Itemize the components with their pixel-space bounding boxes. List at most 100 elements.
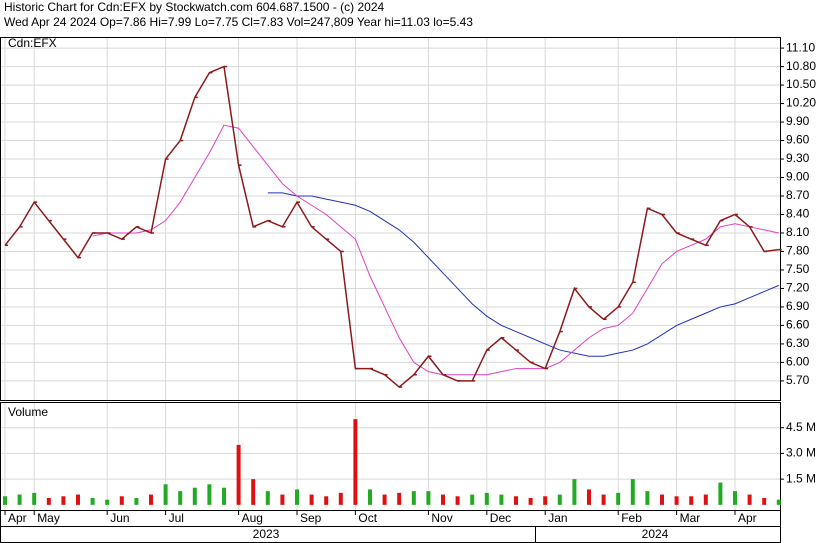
volume-bar bbox=[251, 479, 256, 505]
volume-bar bbox=[134, 498, 139, 505]
header-line: Wed Apr 24 2024 Op=7.86 Hi=7.99 Lo=7.75 … bbox=[4, 15, 473, 29]
y-tick-label: 8.10 bbox=[786, 225, 810, 239]
volume-bar bbox=[324, 496, 329, 505]
y-tick-label: 3.0 M bbox=[786, 446, 816, 460]
y-tick-label: 1.5 M bbox=[786, 471, 816, 485]
y-tick-label: 9.90 bbox=[786, 114, 810, 128]
volume-bar bbox=[674, 496, 679, 505]
volume-bar bbox=[105, 499, 110, 505]
volume-bar bbox=[426, 491, 431, 505]
x-tick-label: Oct bbox=[358, 511, 377, 525]
x-tick-label: Dec bbox=[490, 511, 511, 525]
volume-bar bbox=[455, 496, 460, 505]
volume-bar bbox=[733, 491, 737, 505]
y-tick-label: 10.80 bbox=[786, 59, 816, 73]
volume-bar bbox=[660, 494, 664, 505]
volume-bar bbox=[236, 444, 241, 505]
header-line: Historic Chart for Cdn:EFX by Stockwatch… bbox=[4, 0, 384, 14]
moving-average-short bbox=[92, 124, 779, 376]
y-tick-label: 6.00 bbox=[786, 355, 810, 369]
y-tick-label: 5.70 bbox=[786, 373, 810, 387]
volume-bar bbox=[90, 498, 95, 505]
volume-bar bbox=[514, 496, 518, 505]
volume-bar bbox=[280, 494, 285, 505]
y-tick-label: 8.40 bbox=[786, 207, 810, 221]
volume-bar bbox=[572, 479, 577, 505]
volume-bar bbox=[411, 491, 416, 505]
volume-bar bbox=[397, 492, 402, 505]
price-line bbox=[4, 65, 779, 389]
y-tick-label: 11.10 bbox=[786, 40, 815, 54]
x-tick-label: Jul bbox=[169, 511, 184, 525]
volume-bar bbox=[76, 494, 80, 505]
y-tick-label: 7.50 bbox=[786, 262, 810, 276]
volume-bar bbox=[718, 482, 723, 505]
x-tick-label: Sep bbox=[300, 511, 322, 525]
volume-bar bbox=[207, 484, 212, 505]
year-label: 2024 bbox=[642, 527, 669, 541]
volume-bar bbox=[163, 484, 168, 505]
volume-bar bbox=[543, 496, 548, 505]
volume-bar bbox=[762, 498, 767, 505]
y-tick-label: 10.20 bbox=[786, 96, 816, 110]
volume-bar bbox=[441, 494, 445, 505]
x-tick-label: Jan bbox=[548, 511, 567, 525]
y-tick-label: 7.20 bbox=[786, 281, 810, 295]
x-tick-label: May bbox=[37, 511, 60, 525]
volume-bar bbox=[222, 487, 226, 505]
y-tick-label: 6.60 bbox=[786, 318, 810, 332]
volume-bar bbox=[470, 494, 475, 505]
volume-bar bbox=[338, 492, 343, 505]
volume-bar bbox=[46, 498, 51, 505]
y-tick-label: 9.00 bbox=[786, 170, 810, 184]
volume-bar bbox=[32, 492, 37, 505]
volume-bar bbox=[616, 492, 621, 505]
volume-bar bbox=[645, 491, 650, 505]
volume-title: Volume bbox=[8, 405, 48, 419]
volume-bar bbox=[484, 492, 489, 505]
y-tick-label: 9.30 bbox=[786, 151, 810, 165]
y-tick-label: 6.90 bbox=[786, 299, 810, 313]
volume-bar bbox=[119, 496, 124, 505]
volume-bar bbox=[382, 494, 387, 505]
volume-bar bbox=[557, 494, 562, 505]
year-label: 2023 bbox=[253, 527, 280, 541]
price-panel bbox=[0, 37, 781, 401]
y-tick-label: 7.80 bbox=[786, 244, 810, 258]
volume-bar bbox=[61, 496, 66, 505]
y-tick-label: 4.5 M bbox=[786, 420, 816, 434]
moving-average-long bbox=[267, 192, 779, 357]
volume-bar bbox=[265, 491, 270, 505]
volume-bar bbox=[368, 489, 372, 505]
x-tick-label: Nov bbox=[431, 511, 452, 525]
volume-bar bbox=[192, 487, 197, 505]
volume-bar bbox=[689, 496, 694, 505]
volume-bar bbox=[178, 491, 183, 505]
volume-bar bbox=[309, 494, 314, 505]
y-tick-label: 6.30 bbox=[786, 336, 810, 350]
y-tick-label: 9.60 bbox=[786, 133, 810, 147]
x-tick-label: Apr bbox=[738, 511, 757, 525]
x-tick-label: Apr bbox=[8, 511, 27, 525]
volume-bar bbox=[149, 494, 153, 505]
x-tick-label: Feb bbox=[621, 511, 642, 525]
y-tick-label: 8.70 bbox=[786, 188, 810, 202]
volume-bar bbox=[499, 494, 504, 505]
volume-bar bbox=[528, 498, 533, 505]
symbol-label: Cdn:EFX bbox=[8, 36, 57, 50]
volume-bar bbox=[3, 496, 7, 505]
x-tick-label: Aug bbox=[242, 511, 263, 525]
volume-bar bbox=[295, 489, 299, 505]
volume-bar bbox=[630, 479, 635, 505]
volume-panel bbox=[0, 402, 781, 511]
x-tick-label: Mar bbox=[680, 511, 701, 525]
x-tick-label: Jun bbox=[110, 511, 129, 525]
volume-bar bbox=[776, 499, 781, 505]
y-tick-label: 10.50 bbox=[786, 77, 816, 91]
volume-bar bbox=[601, 494, 606, 505]
volume-bar bbox=[17, 494, 22, 505]
volume-bar bbox=[353, 419, 358, 505]
volume-bar bbox=[587, 489, 591, 505]
volume-bar bbox=[747, 494, 752, 505]
